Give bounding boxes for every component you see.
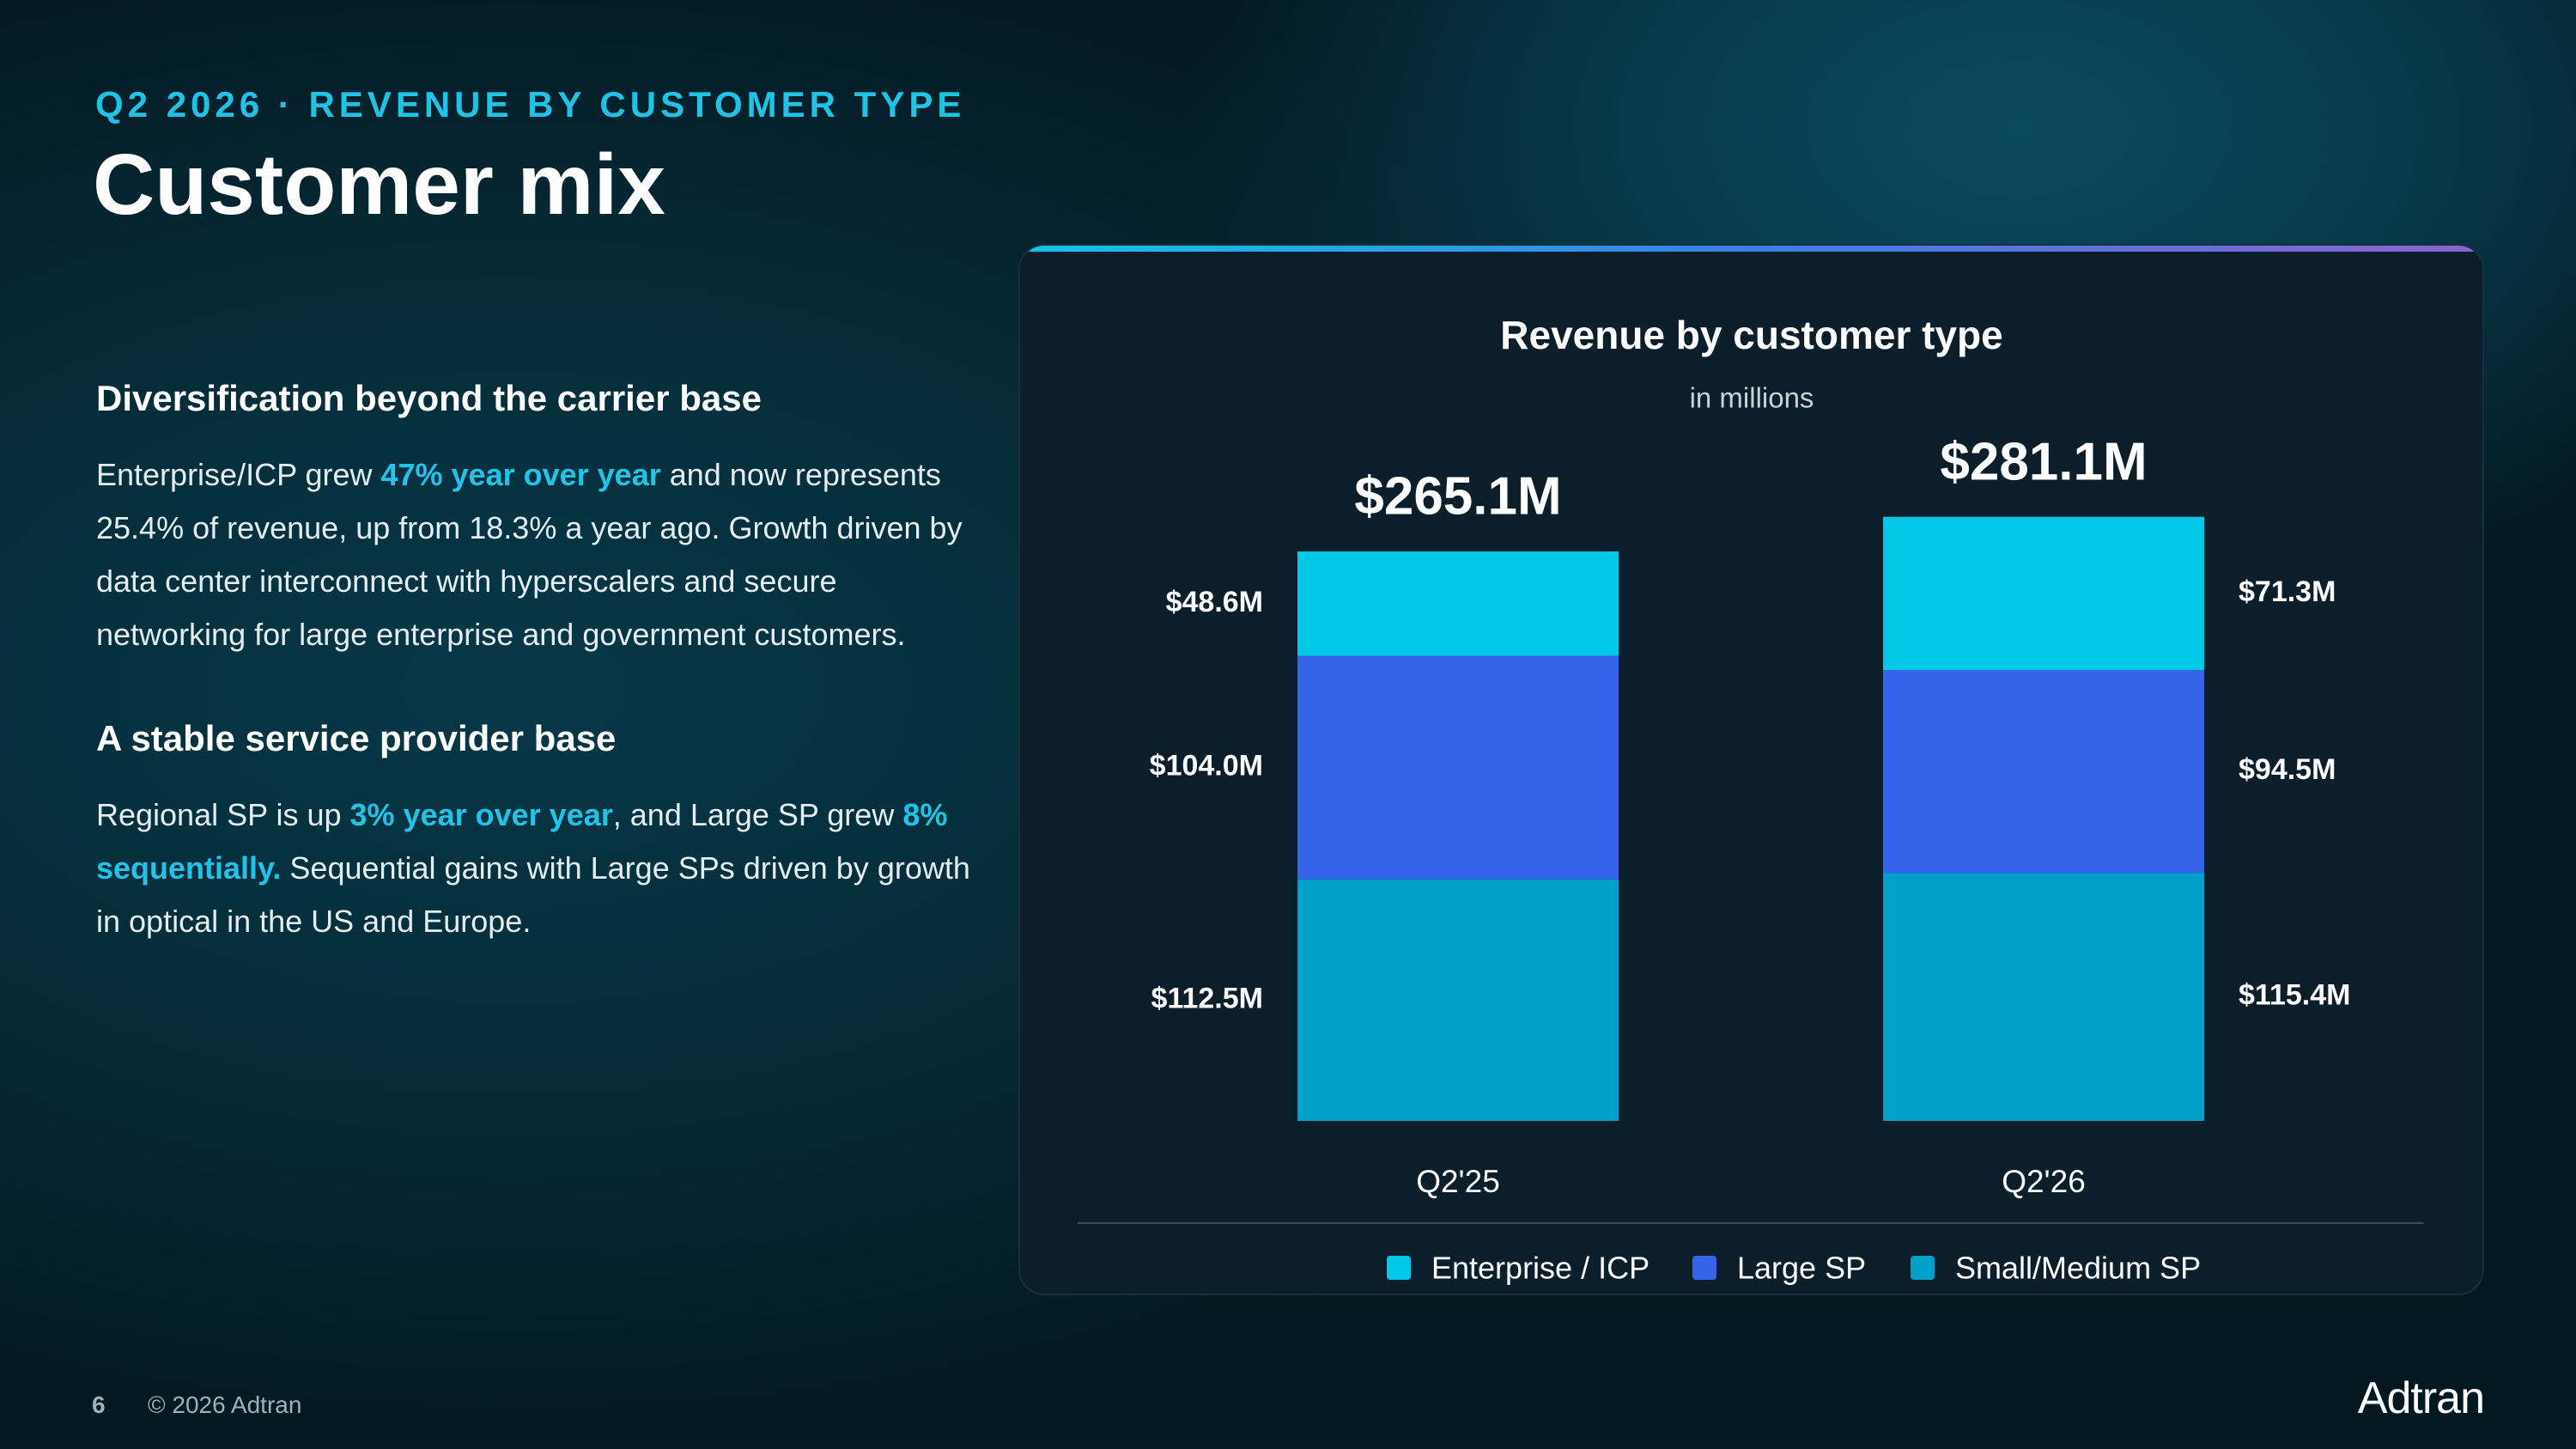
value-label: $48.6M xyxy=(1166,586,1263,618)
value-label: $94.5M xyxy=(2239,753,2336,786)
section-heading: A stable service provider base xyxy=(96,718,617,758)
legend-swatch xyxy=(1911,1256,1935,1280)
text: Enterprise/ICP grew xyxy=(96,457,381,492)
bar-segment xyxy=(1883,670,2204,874)
highlight: 47% year over year xyxy=(380,457,661,492)
bar-segment xyxy=(1297,551,1619,656)
highlight: 8% sequentially. xyxy=(96,797,948,886)
logo: Adtran xyxy=(2357,1373,2485,1423)
bar-segment xyxy=(1883,873,2204,1121)
legend-label: Large SP xyxy=(1737,1251,1866,1286)
page-number: 6 xyxy=(92,1391,106,1418)
text: , and Large SP grew xyxy=(612,797,903,832)
legend-swatch xyxy=(1692,1256,1716,1280)
section-body: Regional SP is up 3% year over year, and… xyxy=(96,788,981,948)
value-label: $112.5M xyxy=(1151,982,1263,1014)
section-heading: Diversification beyond the carrier base xyxy=(96,378,762,418)
legend-swatch xyxy=(1387,1256,1411,1280)
value-label: $115.4M xyxy=(2239,979,2350,1012)
chart-title: Revenue by customer type xyxy=(1500,313,2002,357)
text: and now represents 25.4% of revenue, up … xyxy=(96,457,963,652)
text: Sequential gains with Large SPs driven b… xyxy=(96,850,970,939)
x-tick-label: Q2'25 xyxy=(1416,1164,1500,1199)
value-label: $104.0M xyxy=(1150,750,1263,782)
chart-subtitle: in millions xyxy=(1690,382,1814,414)
copy: Diversification beyond the carrier base … xyxy=(96,378,981,1005)
value-label: $71.3M xyxy=(2239,575,2336,608)
copyright: © 2026 Adtran xyxy=(148,1391,302,1418)
eyebrow: Q2 2026 · REVENUE BY CUSTOMER TYPE xyxy=(95,84,966,125)
total-label: $265.1M xyxy=(1354,466,1561,526)
bar-segment xyxy=(1297,879,1619,1121)
highlight: 3% year over year xyxy=(349,797,613,832)
total-label: $281.1M xyxy=(1940,432,2147,491)
section-body: Enterprise/ICP grew 47% year over year a… xyxy=(96,448,981,661)
bar-segment xyxy=(1883,516,2204,671)
text: Regional SP is up xyxy=(96,797,350,832)
x-tick-label: Q2'26 xyxy=(2002,1164,2086,1199)
legend-label: Small/Medium SP xyxy=(1955,1251,2201,1286)
legend-label: Enterprise / ICP xyxy=(1431,1251,1649,1286)
chart-panel xyxy=(1018,244,2484,1295)
bar-segment xyxy=(1297,655,1619,880)
slide-title: Customer mix xyxy=(93,137,665,233)
